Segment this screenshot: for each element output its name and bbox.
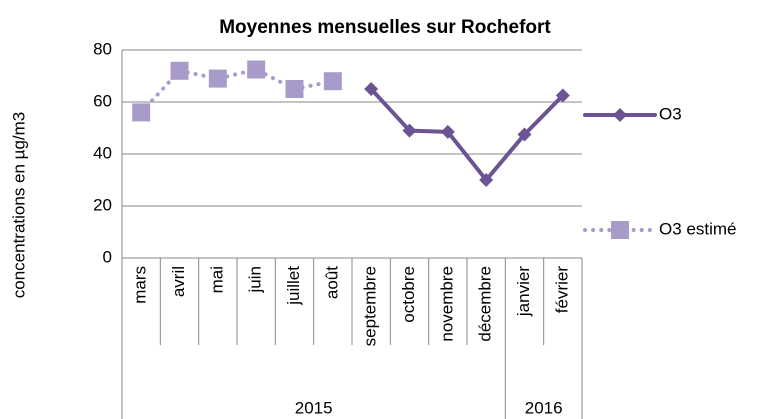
x-tick-label: mars bbox=[131, 266, 150, 304]
y-axis-label: concentrations en µg/m3 bbox=[9, 112, 28, 299]
marker bbox=[402, 123, 417, 138]
x-group-label: 2016 bbox=[525, 398, 563, 417]
x-tick-label: septembre bbox=[361, 266, 380, 346]
y-tick-label: 60 bbox=[93, 91, 112, 110]
marker bbox=[440, 124, 455, 139]
marker bbox=[170, 61, 189, 80]
x-tick-label: décembre bbox=[476, 266, 495, 342]
marker bbox=[208, 69, 227, 88]
marker bbox=[132, 103, 151, 122]
marker bbox=[247, 60, 266, 79]
legend-label: O3 estimé bbox=[659, 219, 736, 238]
legend-label: O3 bbox=[659, 104, 682, 123]
y-tick-label: 40 bbox=[93, 143, 112, 162]
y-tick-label: 80 bbox=[93, 39, 112, 58]
series-line bbox=[139, 67, 335, 115]
x-tick-label: novembre bbox=[437, 266, 456, 342]
x-tick-label: juillet bbox=[284, 266, 303, 306]
x-tick-label: avril bbox=[169, 266, 188, 297]
x-tick-label: mai bbox=[207, 266, 226, 293]
series-line bbox=[369, 87, 565, 182]
x-tick-label: octobre bbox=[399, 266, 418, 323]
x-tick-label: janvier bbox=[514, 266, 533, 317]
chart-title: Moyennes mensuelles sur Rochefort bbox=[219, 17, 551, 38]
x-tick-label: février bbox=[552, 266, 571, 314]
y-tick-label: 0 bbox=[103, 247, 112, 266]
marker bbox=[555, 88, 570, 103]
legend-marker bbox=[613, 108, 627, 122]
marker bbox=[323, 72, 342, 91]
marker bbox=[479, 173, 494, 187]
marker bbox=[364, 82, 379, 96]
marker bbox=[285, 80, 304, 98]
x-tick-label: juin bbox=[246, 266, 265, 293]
y-tick-label: 20 bbox=[93, 195, 112, 214]
x-tick-label: août bbox=[322, 266, 341, 299]
marker bbox=[517, 127, 532, 142]
x-group-label: 2015 bbox=[295, 398, 333, 417]
legend-marker bbox=[611, 221, 629, 239]
